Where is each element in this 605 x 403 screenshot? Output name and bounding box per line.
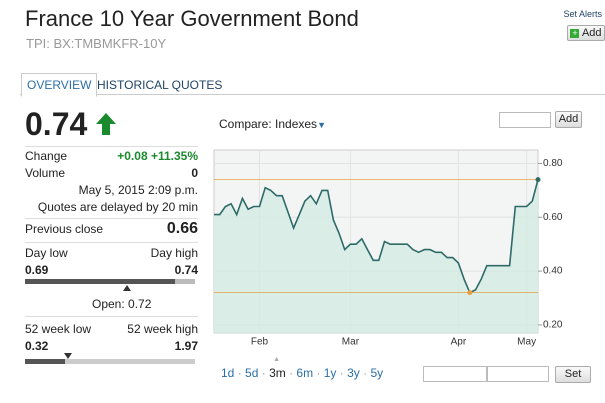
range-link[interactable]: 1d	[221, 366, 235, 380]
alert-add-label: Add	[581, 27, 602, 39]
selected-marker: ▲	[273, 356, 280, 363]
range-link[interactable]: 1y	[323, 366, 337, 380]
day-low-label: Day low	[25, 246, 68, 260]
separator: ·	[285, 366, 297, 380]
change: +0.08 +11.35%	[117, 149, 198, 163]
range-links: 1d · 5d · 3m ▲ · 6m · 1y · 3y · 5y	[221, 356, 384, 380]
rule	[25, 316, 198, 317]
tab-rule	[20, 94, 605, 95]
day-range-tail	[175, 279, 195, 284]
open: Open: 0.72	[92, 297, 152, 311]
day-high-label: Day high	[150, 246, 198, 260]
set-alerts[interactable]: Set Alerts	[563, 9, 602, 19]
chart: 0.80 0.60 0.40 0.20 Feb Mar Apr May	[213, 149, 563, 348]
change-label: Change	[25, 149, 68, 163]
compare[interactable]: Compare: Indexes▼	[219, 117, 326, 131]
y-tick-label: 0.40	[543, 266, 563, 277]
area	[214, 179, 538, 333]
volume: 0	[191, 166, 198, 180]
week-low-label: 52 week low	[25, 322, 92, 336]
x-tick-label: Mar	[342, 337, 360, 348]
prev-label: Previous close	[25, 222, 104, 236]
up-arrow	[96, 113, 116, 135]
line	[214, 179, 539, 294]
separator: ·	[313, 366, 324, 380]
rule	[25, 146, 198, 147]
prev-close: 0.66	[166, 220, 198, 237]
range-link[interactable]: 3y	[347, 366, 360, 380]
day-range-bar	[25, 279, 175, 284]
title: France 10 Year Government Bond	[25, 6, 359, 31]
day-low: 0.69	[25, 263, 49, 277]
range-link[interactable]: 5y	[370, 366, 384, 380]
x-tick-label: May	[517, 337, 536, 348]
set-button[interactable]: Set	[555, 366, 591, 383]
low-point	[467, 290, 473, 296]
range-link[interactable]: 5d	[245, 366, 259, 380]
week-high-label: 52 week high	[127, 322, 198, 336]
week-low: 0.32	[25, 339, 49, 353]
tab-historical[interactable]: HISTORICAL QUOTES	[97, 78, 223, 92]
week-range-tail	[65, 359, 195, 364]
y-tick-label: 0.60	[543, 212, 563, 223]
week-range-bar	[25, 359, 65, 364]
week-high: 1.97	[174, 339, 198, 353]
separator: ·	[336, 366, 348, 380]
tab-overview[interactable]: OVERVIEW	[21, 73, 98, 97]
y-tick-label: 0.20	[543, 320, 563, 331]
volume-label: Volume	[25, 166, 66, 180]
week-range-marker	[64, 353, 73, 359]
last-point	[535, 177, 541, 183]
compare-label: Compare: Indexes	[219, 117, 318, 131]
compare-input[interactable]	[499, 112, 551, 128]
alert-add[interactable]: + Add	[567, 25, 605, 41]
separator: ·	[359, 366, 371, 380]
timestamp: May 5, 2015 2:09 p.m.	[78, 183, 198, 197]
price: 0.74	[25, 106, 88, 142]
range-link[interactable]: 3m ▲	[269, 356, 286, 380]
y-tick-label: 0.80	[543, 158, 563, 169]
separator: ·	[234, 366, 246, 380]
rule	[25, 218, 198, 219]
compare-add[interactable]: Add	[555, 111, 582, 128]
range-link[interactable]: 6m	[296, 366, 314, 380]
separator: ·	[258, 366, 270, 380]
subtitle: TPI: BX:TMBMKFR-10Y	[26, 36, 167, 51]
rule	[25, 242, 198, 243]
date-to[interactable]	[487, 366, 549, 382]
day-high: 0.74	[174, 263, 198, 277]
day-range-marker	[123, 285, 131, 291]
delay-note: Quotes are delayed by 20 min	[37, 200, 198, 214]
date-from[interactable]	[423, 366, 487, 382]
x-tick-label: Feb	[251, 337, 269, 348]
x-tick-label: Apr	[451, 337, 467, 348]
